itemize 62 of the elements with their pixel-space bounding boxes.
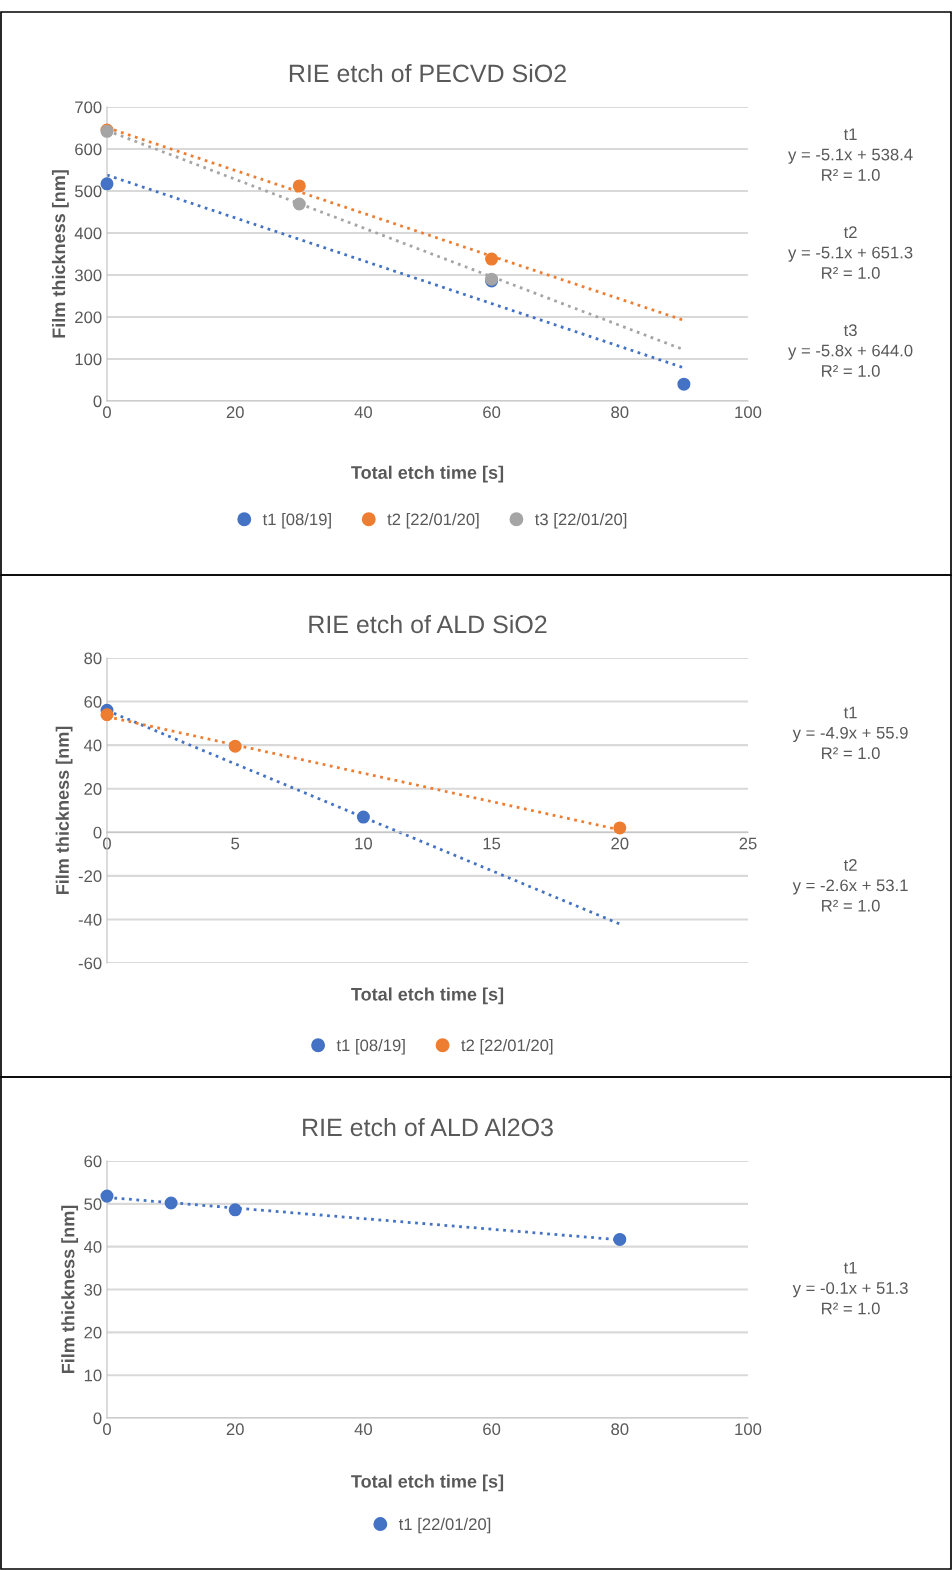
y-tick-label: 40 bbox=[83, 1241, 102, 1253]
x-tick-label: 20 bbox=[611, 837, 629, 850]
y-tick-label: 10 bbox=[84, 1369, 102, 1382]
y-tick-label: 80 bbox=[84, 652, 102, 665]
legend-label: t2 [22/01/20] bbox=[461, 1039, 553, 1055]
legend-label: t1 [08/19] bbox=[336, 1039, 405, 1055]
text: t1 y = -4.9x + 55.9 R² = 1.0 bbox=[792, 706, 908, 760]
text: t2 y = -2.6x + 53.1 R² = 1.0 bbox=[792, 859, 908, 912]
y-tick-label: 700 bbox=[75, 101, 102, 114]
x-tick-label: 15 bbox=[483, 837, 501, 850]
y-tick-label: 60 bbox=[84, 695, 102, 708]
y-tick-label: 100 bbox=[75, 353, 102, 366]
y-tick-label: 20 bbox=[84, 783, 102, 795]
x-axis-title: Total etch time [s] bbox=[351, 1474, 504, 1492]
x-tick-label: 60 bbox=[483, 406, 501, 419]
y-tick-label: 200 bbox=[75, 311, 102, 324]
x-axis-title: Total etch time [s] bbox=[351, 987, 504, 1005]
y-tick-label: 20 bbox=[84, 1326, 102, 1339]
y-tick-label: 500 bbox=[75, 185, 102, 198]
x-tick-label: 40 bbox=[354, 1423, 373, 1436]
y-tick-label: 0 bbox=[93, 1412, 102, 1425]
y-tick-label: 0 bbox=[93, 395, 102, 408]
y-tick-label: 300 bbox=[74, 269, 102, 282]
text: t1 y = -5.1x + 538.4 R² = 1.0 bbox=[788, 128, 913, 181]
x-tick-label: 0 bbox=[103, 837, 111, 850]
x-tick-label: 5 bbox=[231, 837, 240, 850]
legend-label: t3 [22/01/20] bbox=[535, 513, 627, 529]
chart-title: RIE etch of PECVD SiO2 bbox=[289, 63, 566, 83]
text: t3 y = -5.8x + 644.0 R² = 1.0 bbox=[788, 324, 913, 377]
y-tick-label: 600 bbox=[75, 143, 102, 156]
y-axis-title: Film thickness [nm] bbox=[55, 726, 73, 895]
x-tick-label: 60 bbox=[483, 1423, 501, 1436]
x-tick-label: 80 bbox=[611, 406, 629, 419]
y-axis-title: Film thickness [nm] bbox=[61, 1205, 79, 1374]
y-tick-label: 0 bbox=[93, 826, 102, 839]
x-tick-label: 100 bbox=[735, 1423, 762, 1436]
x-tick-label: 40 bbox=[354, 406, 373, 419]
chart-title: RIE etch of ALD SiO2 bbox=[309, 614, 547, 634]
legend-label: t2 [22/01/20] bbox=[387, 513, 479, 529]
y-tick-label: -40 bbox=[78, 913, 102, 926]
y-tick-label: 400 bbox=[74, 227, 102, 240]
y-tick-label: 50 bbox=[84, 1198, 102, 1211]
y-tick-label: 60 bbox=[84, 1155, 102, 1168]
text: t2 y = -5.1x + 651.3 R² = 1.0 bbox=[788, 226, 913, 279]
y-tick-label: -60 bbox=[78, 957, 102, 970]
x-tick-label: 80 bbox=[611, 1423, 629, 1436]
chart-title: RIE etch of ALD Al2O3 bbox=[303, 1117, 553, 1137]
x-tick-label: 10 bbox=[355, 837, 373, 850]
x-tick-label: 25 bbox=[739, 837, 757, 850]
x-axis-title: Total etch time [s] bbox=[351, 465, 504, 483]
y-tick-label: -20 bbox=[78, 870, 102, 883]
legend-label: t1 [08/19] bbox=[262, 513, 331, 529]
y-tick-label: 30 bbox=[84, 1283, 102, 1296]
text: t1 y = -0.1x + 51.3 R² = 1.0 bbox=[792, 1261, 908, 1315]
y-tick-label: 40 bbox=[83, 739, 102, 752]
x-tick-label: 20 bbox=[226, 406, 244, 419]
x-tick-label: 100 bbox=[735, 406, 762, 419]
x-tick-label: 0 bbox=[103, 1423, 111, 1436]
legend-label: t1 [22/01/20] bbox=[398, 1517, 491, 1534]
x-tick-label: 0 bbox=[103, 406, 111, 419]
y-axis-title: Film thickness [nm] bbox=[51, 170, 69, 338]
x-tick-label: 20 bbox=[226, 1423, 244, 1436]
